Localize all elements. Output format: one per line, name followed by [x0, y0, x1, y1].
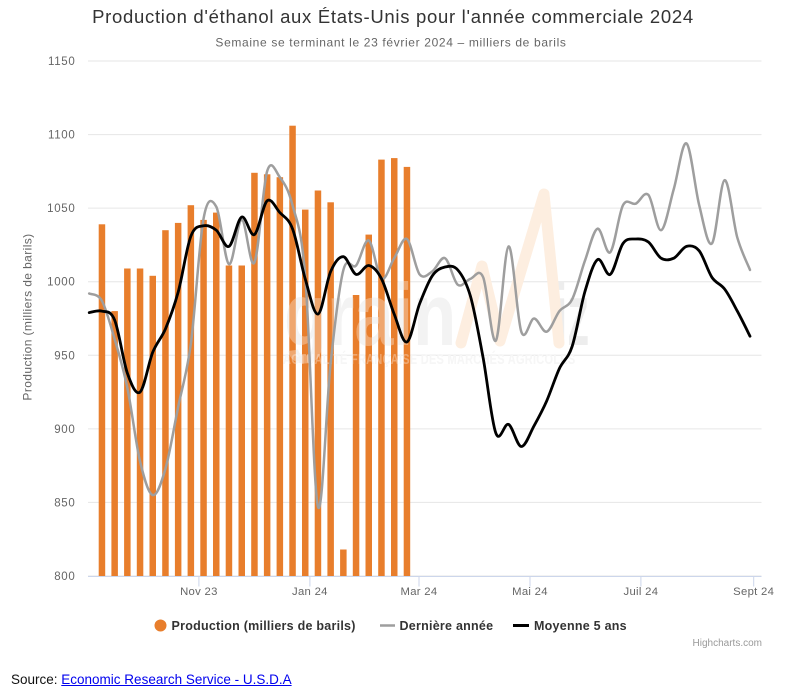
- svg-text:Production (milliers de barils: Production (milliers de barils): [21, 233, 35, 400]
- svg-text:Sept 24: Sept 24: [733, 586, 774, 598]
- svg-text:850: 850: [54, 497, 75, 509]
- svg-text:ACTUALITÉ FRANÇAISE DES MARCHÉ: ACTUALITÉ FRANÇAISE DES MARCHÉS AGRICOLE…: [283, 350, 575, 367]
- svg-text:Production (milliers de barils: Production (milliers de barils): [172, 619, 356, 633]
- svg-text:Highcharts.com: Highcharts.com: [693, 638, 762, 649]
- svg-text:Mar 24: Mar 24: [401, 586, 438, 598]
- svg-text:800: 800: [54, 571, 75, 583]
- svg-text:Mai 24: Mai 24: [512, 586, 548, 598]
- svg-text:950: 950: [54, 350, 75, 362]
- svg-text:Juil 24: Juil 24: [624, 586, 659, 598]
- svg-text:Dernière année: Dernière année: [400, 619, 494, 633]
- svg-text:1050: 1050: [47, 203, 75, 215]
- svg-text:Semaine se terminant le 23 fév: Semaine se terminant le 23 février 2024 …: [215, 36, 566, 50]
- svg-text:Production d'éthanol aux États: Production d'éthanol aux États-Unis pour…: [92, 6, 694, 27]
- svg-text:Moyenne 5 ans: Moyenne 5 ans: [534, 619, 627, 633]
- svg-text:Jan 24: Jan 24: [292, 586, 328, 598]
- svg-text:1100: 1100: [48, 130, 76, 142]
- svg-text:1150: 1150: [48, 56, 76, 68]
- svg-text:900: 900: [54, 424, 75, 436]
- svg-text:Nov 23: Nov 23: [180, 586, 218, 598]
- svg-text:1000: 1000: [47, 277, 75, 289]
